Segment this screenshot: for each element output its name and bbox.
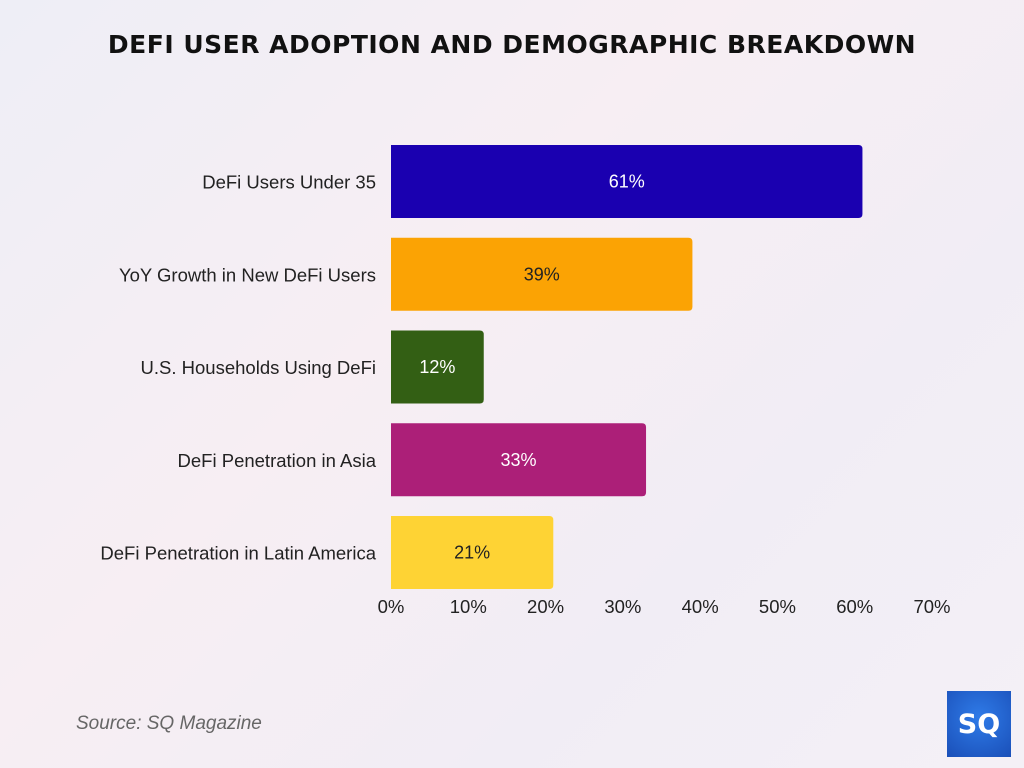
- chart-title: DEFI USER ADOPTION AND DEMOGRAPHIC BREAK…: [107, 30, 917, 59]
- x-tick-label: 10%: [450, 596, 487, 617]
- x-tick-label: 0%: [378, 596, 405, 617]
- bar: [391, 145, 863, 218]
- x-tick-label: 70%: [913, 596, 950, 617]
- category-label: U.S. Households Using DeFi: [141, 357, 376, 378]
- logo-text: SQ: [957, 708, 1001, 740]
- x-tick-label: 40%: [682, 596, 719, 617]
- x-tick-label: 60%: [836, 596, 873, 617]
- data-label: 39%: [524, 264, 560, 284]
- source-note: Source: SQ Magazine: [76, 713, 262, 734]
- data-label: 21%: [454, 543, 490, 563]
- x-tick-label: 20%: [527, 596, 564, 617]
- x-tick-label: 30%: [604, 596, 641, 617]
- data-label: 61%: [609, 172, 645, 192]
- sq-logo: SQ: [947, 691, 1011, 757]
- bar: [391, 237, 693, 311]
- x-tick-label: 50%: [759, 596, 796, 617]
- category-label: DeFi Penetration in Asia: [178, 450, 377, 471]
- category-label: DeFi Users Under 35: [202, 172, 376, 193]
- category-label: DeFi Penetration in Latin America: [100, 543, 376, 564]
- bar: [391, 423, 647, 497]
- bar: [391, 516, 554, 589]
- data-label: 33%: [501, 450, 537, 470]
- bar: [391, 330, 484, 404]
- data-label: 12%: [419, 357, 455, 377]
- category-label: YoY Growth in New DeFi Users: [119, 264, 376, 285]
